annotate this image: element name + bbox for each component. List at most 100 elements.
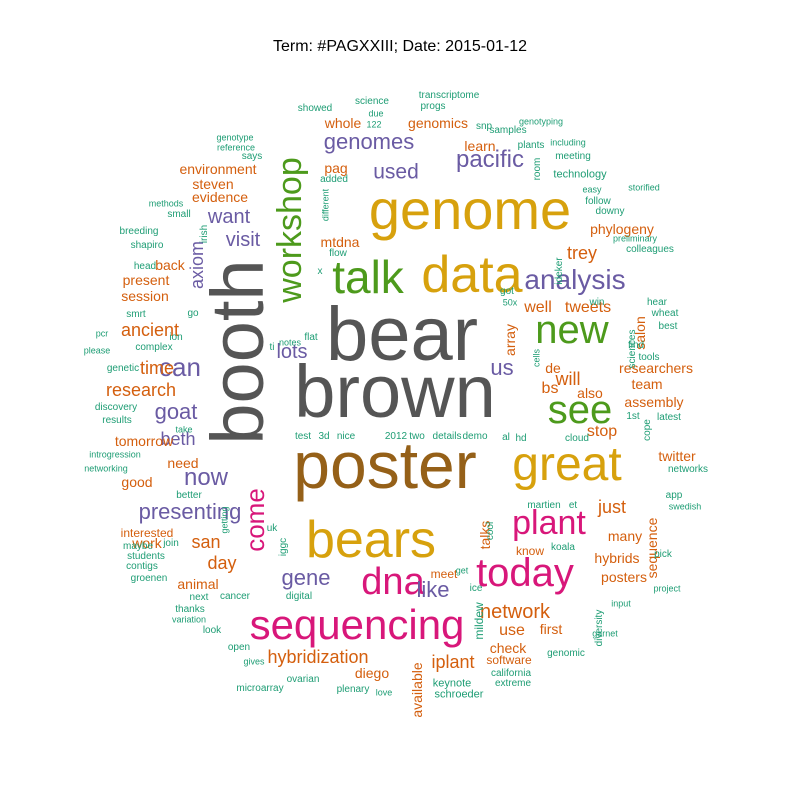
cloud-word: snp xyxy=(475,121,493,132)
cloud-word: downy xyxy=(595,206,625,217)
cloud-word: gene xyxy=(281,565,331,590)
cloud-word: contigs xyxy=(126,561,158,572)
cloud-word: smrt xyxy=(126,309,146,320)
cloud-word: genomics xyxy=(408,115,468,131)
cloud-word: today xyxy=(476,551,574,595)
cloud-word: bears xyxy=(305,511,437,569)
cloud-word: back xyxy=(155,257,185,273)
cloud-word: pcr xyxy=(95,328,109,339)
cloud-word: groenen xyxy=(130,573,168,584)
cloud-word: pacific xyxy=(455,146,525,173)
cloud-word: know xyxy=(515,544,545,558)
cloud-word: including xyxy=(550,137,586,148)
cloud-word: can xyxy=(159,352,201,382)
cloud-word: bear xyxy=(325,292,479,377)
cloud-word: day xyxy=(207,553,237,573)
cloud-word: reference xyxy=(216,142,256,153)
cloud-word: cloud xyxy=(565,433,589,444)
cloud-word: head xyxy=(133,261,157,272)
cloud-word: cancer xyxy=(219,591,251,602)
cloud-word: great xyxy=(512,438,622,491)
cloud-word: california xyxy=(490,668,532,679)
cloud-word: talk xyxy=(332,251,404,303)
cloud-word: genome xyxy=(368,178,572,241)
cloud-word: networks xyxy=(667,464,709,475)
cloud-word: beth xyxy=(160,429,196,449)
cloud-word: available xyxy=(409,662,425,718)
cloud-word: science xyxy=(355,96,389,107)
cloud-word: details xyxy=(432,431,462,442)
cloud-word: x xyxy=(317,266,323,277)
cloud-word: martien xyxy=(527,500,561,511)
cloud-word: win xyxy=(589,297,605,308)
cloud-word: see xyxy=(547,388,613,432)
cloud-word: schroeder xyxy=(434,688,484,701)
cloud-word: next xyxy=(189,592,209,603)
cloud-word: twitter xyxy=(658,448,696,464)
cloud-word: students xyxy=(127,551,165,562)
cloud-word: discovery xyxy=(94,402,138,413)
cloud-word: hybrids xyxy=(594,550,640,566)
cloud-word: workshop xyxy=(271,157,309,303)
cloud-word: due xyxy=(368,108,384,119)
cloud-word: flat xyxy=(304,332,318,343)
cloud-word: different xyxy=(320,188,331,222)
cloud-word: genomic xyxy=(547,648,585,659)
cloud-word: meet xyxy=(430,567,458,581)
cloud-word: garnet xyxy=(592,628,618,639)
cloud-word: well xyxy=(524,299,552,316)
cloud-word: introgression xyxy=(89,449,141,460)
cloud-word: two xyxy=(409,431,425,442)
cloud-word: hybridization xyxy=(267,647,369,667)
cloud-word: got xyxy=(500,286,514,297)
cloud-word: input xyxy=(611,598,631,609)
cloud-word: environment xyxy=(179,161,257,177)
cloud-word: data xyxy=(421,246,523,304)
cloud-word: better xyxy=(176,490,202,501)
cloud-word: pick xyxy=(654,549,672,560)
cloud-word: maybe xyxy=(122,541,154,552)
cloud-word: showed xyxy=(297,103,333,114)
cloud-word: wheat xyxy=(651,308,679,319)
cloud-word: dna xyxy=(361,561,425,603)
cloud-word: get xyxy=(455,565,469,576)
cloud-word: technology xyxy=(553,168,607,181)
cloud-word: plant xyxy=(512,504,586,542)
cloud-word: team xyxy=(631,376,663,392)
cloud-word: just xyxy=(597,497,627,517)
cloud-word: network xyxy=(479,601,551,623)
cloud-word: methods xyxy=(148,198,184,209)
cloud-word: genetic xyxy=(106,363,140,374)
cloud-word: axiom xyxy=(187,240,207,290)
cloud-word: first xyxy=(539,621,563,637)
cloud-word: storified xyxy=(628,182,660,193)
cloud-word: san xyxy=(191,532,221,552)
cloud-word: goat xyxy=(154,399,198,424)
cloud-word: al xyxy=(502,432,510,443)
cloud-word: best xyxy=(658,321,678,332)
cloud-word: brown xyxy=(294,350,496,433)
cloud-word: koala xyxy=(551,542,575,553)
cloud-word: poster xyxy=(293,428,477,502)
cloud-word: 122 xyxy=(366,119,382,130)
cloud-word: ancient xyxy=(120,320,180,340)
cloud-word: sequencing xyxy=(249,601,465,648)
cloud-word: breeding xyxy=(119,226,159,237)
cloud-word: 2012 xyxy=(384,431,408,442)
cloud-word: colleagues xyxy=(626,244,674,255)
cloud-word: easy xyxy=(582,184,602,195)
cloud-word: progs xyxy=(420,101,446,112)
cloud-word: de xyxy=(545,360,561,376)
cloud-word: tweets xyxy=(564,299,612,316)
cloud-word: good xyxy=(121,474,153,490)
cloud-word: take xyxy=(175,424,193,435)
cloud-word: cool xyxy=(485,521,496,541)
cloud-word: et xyxy=(568,500,578,511)
cloud-word: results xyxy=(102,415,132,426)
cloud-word: please xyxy=(83,345,111,356)
cloud-word: uk xyxy=(266,523,278,534)
cloud-word: work xyxy=(132,535,162,551)
cloud-word: want xyxy=(207,206,251,228)
